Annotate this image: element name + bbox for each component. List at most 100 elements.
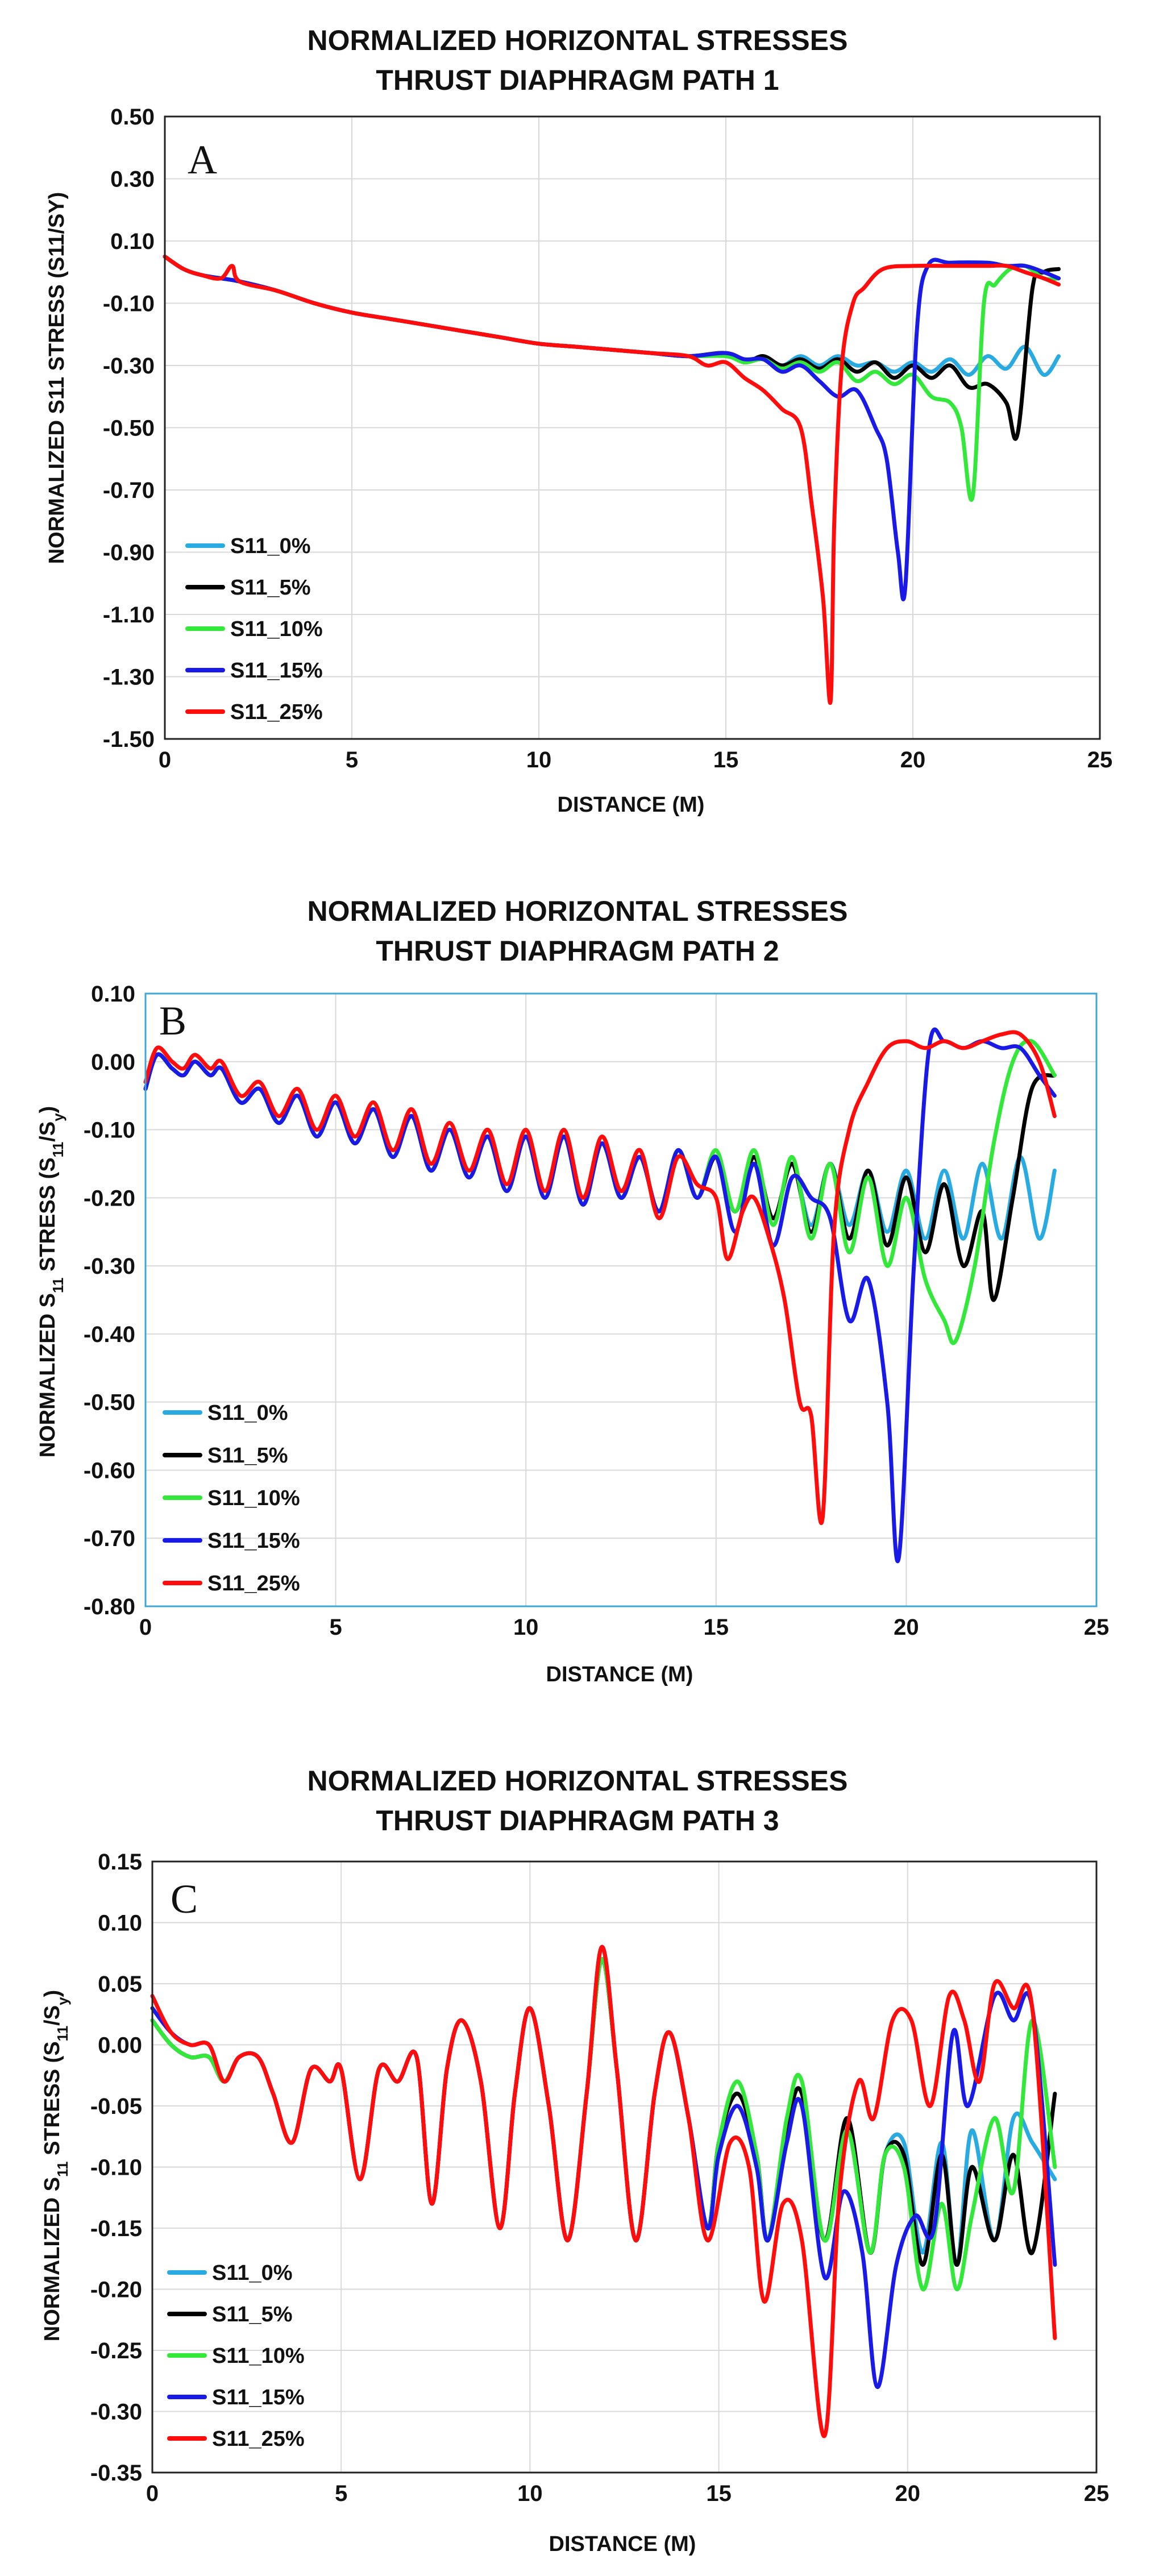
legend-label: S11_0% xyxy=(230,534,311,558)
series-line-s1115 xyxy=(143,1027,1057,1563)
y-tick-label: -0.15 xyxy=(90,2216,142,2241)
chart-panel-a: NORMALIZED HORIZONTAL STRESSES THRUST DI… xyxy=(45,24,1112,817)
legend-label: S11_25% xyxy=(230,700,323,724)
x-tick-label: 0 xyxy=(139,1615,152,1640)
y-tick-label: 0.10 xyxy=(98,1911,142,1936)
x-tick-label: 10 xyxy=(526,747,552,772)
y-tick-label: 0.30 xyxy=(110,167,155,192)
x-tick-label: 5 xyxy=(346,747,358,772)
y-tick-label: -0.80 xyxy=(84,1594,135,1619)
y-axis-label: NORMALIZED S11 STRESS (S11/Sy) xyxy=(36,1106,67,1457)
y-tick-label: -1.30 xyxy=(103,665,155,690)
legend-label: S11_25% xyxy=(212,2427,305,2451)
y-tick-label: -0.05 xyxy=(90,2094,142,2119)
chart-title-line2: THRUST DIAPHRAGM PATH 2 xyxy=(376,935,779,967)
legend-label: S11_5% xyxy=(230,576,311,600)
legend: S11_0% S11_5% S11_10% S11_15% S11_25% xyxy=(167,2261,305,2451)
panel-letter: B xyxy=(159,998,186,1044)
x-tick-label: 15 xyxy=(713,747,739,772)
y-tick-label: -1.50 xyxy=(103,727,155,752)
y-axis-label: NORMALIZED S11 STRESS (S11/SY) xyxy=(45,192,69,564)
y-tick-label: -0.50 xyxy=(103,416,155,441)
x-tick-label: 25 xyxy=(1087,747,1113,772)
legend-label: S11_25% xyxy=(207,1572,300,1596)
y-axis-label-sub: 11 xyxy=(54,2026,71,2042)
x-tick-label: 5 xyxy=(335,2481,347,2506)
y-axis-label-part: ) xyxy=(40,1990,64,1997)
plot-frame xyxy=(151,1860,1098,2474)
x-axis-label: DISTANCE (M) xyxy=(546,1663,693,1686)
y-tick-label: -1.10 xyxy=(103,603,155,628)
y-tick-label: -0.35 xyxy=(90,2461,142,2486)
y-axis-label-sub: y xyxy=(54,1997,71,2005)
y-axis-label-part: NORMALIZED S xyxy=(40,2177,64,2341)
x-tick-label: 15 xyxy=(704,1615,729,1640)
y-tick-label: -0.25 xyxy=(90,2338,142,2363)
x-tick-label: 5 xyxy=(329,1615,342,1640)
plot-frame xyxy=(144,992,1098,1607)
y-axis-label-part: NORMALIZED S xyxy=(36,1293,60,1457)
chart-title-line1: NORMALIZED HORIZONTAL STRESSES xyxy=(308,24,848,56)
plot-area: 0.15 0.10 0.05 0.00 -0.05 -0.10 -0.15 -0.20 -0.2… xyxy=(90,1850,1109,2506)
legend-label: S11_10% xyxy=(207,1486,300,1510)
plot-area: 0.10 0.00 -0.10 -0.20 -0.30 -0.40 -0.50 -0.60 -0… xyxy=(84,982,1109,1640)
y-tick-label: -0.10 xyxy=(84,1118,135,1143)
legend-label: S11_15% xyxy=(212,2386,305,2409)
y-axis-label-sub: 11 xyxy=(54,2161,71,2177)
y-axis-label-part: /S xyxy=(36,1121,60,1142)
y-tick-label: 0.05 xyxy=(98,1972,142,1997)
series-line-s1125 xyxy=(163,254,1061,705)
legend-label: S11_5% xyxy=(207,1444,288,1468)
y-tick-label: -0.30 xyxy=(90,2400,142,2425)
y-tick-label: -0.30 xyxy=(84,1254,135,1279)
x-tick-label: 25 xyxy=(1084,1615,1110,1640)
legend-label: S11_0% xyxy=(212,2261,293,2285)
x-tick-label: 20 xyxy=(895,2481,921,2506)
legend-label: S11_15% xyxy=(230,659,323,683)
y-tick-label: -0.20 xyxy=(84,1186,135,1211)
y-tick-label: 0.10 xyxy=(91,982,135,1007)
legend-label: S11_0% xyxy=(207,1401,288,1425)
y-tick-label: -0.40 xyxy=(84,1322,135,1347)
x-axis-label: DISTANCE (M) xyxy=(558,793,705,817)
chart-title-line1: NORMALIZED HORIZONTAL STRESSES xyxy=(308,1765,848,1797)
legend-label: S11_5% xyxy=(212,2303,293,2326)
panel-letter: C xyxy=(171,1876,198,1922)
y-tick-label: 0.15 xyxy=(98,1850,142,1875)
x-tick-label: 10 xyxy=(513,1615,539,1640)
legend-label: S11_10% xyxy=(230,617,323,641)
chart-panel-b: NORMALIZED HORIZONTAL STRESSES THRUST DI… xyxy=(36,895,1109,1686)
panel-letter: A xyxy=(188,137,217,182)
y-tick-label: -0.10 xyxy=(103,292,155,317)
chart-title-line2: THRUST DIAPHRAGM PATH 1 xyxy=(376,64,779,96)
plot-frame xyxy=(164,115,1101,740)
y-tick-label: -0.20 xyxy=(90,2278,142,2303)
y-tick-label: -0.10 xyxy=(90,2155,142,2180)
legend: S11_0% S11_5% S11_10% S11_15% S11_25% xyxy=(163,1401,300,1596)
y-tick-label: 0.00 xyxy=(91,1050,135,1075)
y-axis-label-part: /S xyxy=(40,2005,64,2026)
y-axis-label-sub: 11 xyxy=(49,1142,67,1158)
y-tick-label: 0.50 xyxy=(110,105,155,130)
y-tick-label: -0.60 xyxy=(84,1458,135,1483)
y-tick-label: -0.70 xyxy=(84,1526,135,1551)
legend-label: S11_10% xyxy=(212,2344,305,2368)
y-tick-label: 0.10 xyxy=(110,229,155,254)
legend-label: S11_15% xyxy=(207,1529,300,1553)
y-tick-label: -0.90 xyxy=(103,541,155,566)
x-tick-label: 20 xyxy=(900,747,926,772)
y-axis-label-sub: y xyxy=(49,1113,67,1121)
y-tick-label: 0.00 xyxy=(98,2033,142,2058)
legend: S11_0% S11_5% S11_10% S11_15% S11_25% xyxy=(185,534,323,724)
x-tick-label: 25 xyxy=(1084,2481,1110,2506)
y-axis-label-part: STRESS (S xyxy=(40,2041,64,2161)
y-axis-label-sub: 11 xyxy=(49,1277,67,1293)
y-tick-label: -0.70 xyxy=(103,478,155,503)
chart-title-line1: NORMALIZED HORIZONTAL STRESSES xyxy=(308,895,848,927)
x-axis-label: DISTANCE (M) xyxy=(549,2532,696,2556)
x-tick-label: 15 xyxy=(706,2481,732,2506)
x-tick-label: 0 xyxy=(146,2481,159,2506)
y-axis-label-part: STRESS (S xyxy=(36,1157,60,1277)
chart-panel-c: NORMALIZED HORIZONTAL STRESSES THRUST DI… xyxy=(40,1765,1109,2556)
